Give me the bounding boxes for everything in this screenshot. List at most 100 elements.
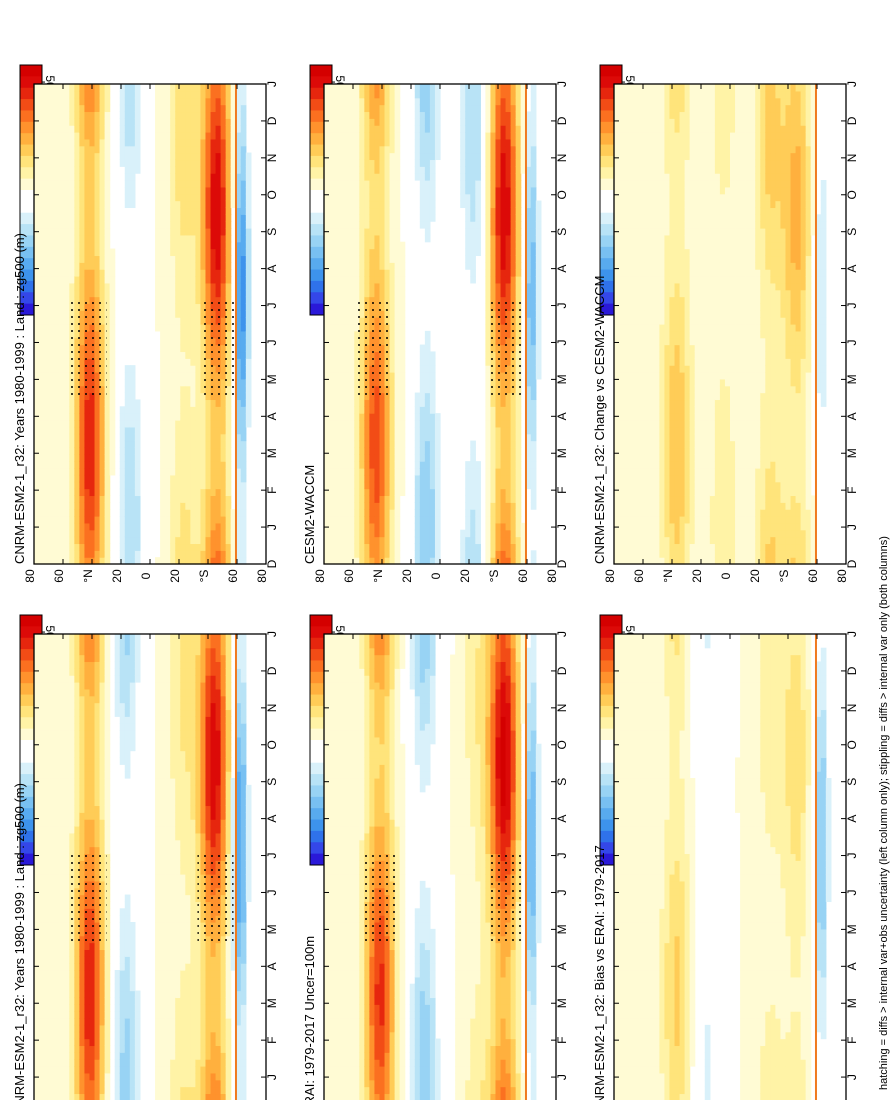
heatmap-cell: [59, 688, 65, 697]
colorbar-segment: [310, 280, 332, 293]
heatmap-cell: [79, 474, 86, 483]
heatmap-cell: [220, 736, 227, 745]
heatmap-cell: [220, 743, 227, 752]
heatmap-cell: [205, 125, 212, 133]
heatmap-cell: [54, 481, 60, 490]
heatmap-cell: [235, 874, 242, 882]
heatmap-cell: [104, 529, 111, 538]
heatmap-cell: [205, 963, 212, 971]
heatmap-cell: [210, 221, 217, 229]
heatmap-cell: [190, 949, 196, 957]
heatmap-cell: [155, 296, 161, 305]
colorbar-segment: [310, 694, 332, 707]
heatmap-cell: [79, 1059, 86, 1067]
heatmap-cell: [180, 358, 186, 366]
heatmap-cell: [54, 413, 60, 421]
heatmap-cell: [79, 159, 86, 167]
heatmap-cell: [84, 716, 91, 724]
heatmap-cell: [205, 757, 212, 765]
heatmap-cell: [180, 860, 186, 868]
heatmap-cell: [175, 887, 181, 896]
heatmap-cell: [69, 433, 75, 442]
heatmap-cell: [165, 846, 171, 855]
heatmap-cell: [225, 440, 232, 449]
heatmap-cell: [215, 200, 222, 209]
heatmap-cell: [54, 488, 60, 497]
heatmap-cell: [49, 922, 55, 930]
heatmap-cell: [180, 248, 186, 257]
heatmap-cell: [64, 798, 70, 807]
heatmap-cell: [104, 860, 111, 868]
heatmap-cell: [54, 111, 60, 119]
heatmap-cell: [109, 282, 116, 291]
heatmap-cell: [134, 420, 141, 428]
heatmap-cell: [165, 1011, 171, 1019]
colorbar-segment: [20, 87, 42, 100]
heatmap-cell: [185, 688, 191, 697]
heatmap-cell: [175, 550, 181, 558]
heatmap-cell: [195, 1004, 202, 1012]
heatmap-cell: [160, 454, 166, 462]
heatmap-cell: [49, 516, 55, 524]
heatmap-cell: [49, 860, 55, 868]
heatmap-cell: [180, 468, 186, 476]
heatmap-cell: [175, 413, 181, 421]
heatmap-cell: [54, 550, 60, 558]
heatmap-cell: [34, 173, 40, 181]
heatmap-cell: [200, 949, 207, 957]
heatmap-cell: [200, 180, 207, 188]
heatmap-cell: [99, 682, 106, 690]
heatmap-cell: [190, 654, 196, 663]
heatmap-cell: [195, 976, 202, 985]
heatmap-cell: [235, 743, 242, 752]
heatmap-cell: [175, 922, 181, 930]
heatmap-cell: [84, 997, 91, 1005]
heatmap-cell: [220, 716, 227, 724]
heatmap-cell: [190, 1011, 196, 1019]
heatmap-cell: [34, 378, 40, 387]
heatmap-cell: [180, 1086, 186, 1095]
heatmap-cell: [104, 152, 111, 161]
heatmap-cell: [39, 819, 45, 827]
heatmap-cell: [64, 997, 70, 1005]
heatmap-cell: [84, 262, 91, 270]
heatmap-cell: [129, 1024, 136, 1033]
heatmap-cell: [79, 193, 86, 202]
heatmap-cell: [59, 372, 65, 380]
heatmap-cell: [215, 529, 222, 538]
heatmap-cell: [225, 970, 232, 978]
heatmap-cell: [134, 1072, 141, 1081]
heatmap-cell: [180, 200, 186, 209]
heatmap-cell: [69, 832, 75, 841]
heatmap-cell: [104, 688, 111, 697]
heatmap-cell: [79, 764, 86, 772]
heatmap-cell: [64, 426, 70, 435]
heatmap-cell: [84, 474, 91, 483]
heatmap-cell: [200, 750, 207, 759]
heatmap-cell: [39, 351, 45, 359]
heatmap-cell: [69, 207, 75, 215]
heatmap-cell: [240, 956, 247, 964]
heatmap-cell: [165, 303, 171, 311]
heatmap-cell: [69, 1059, 75, 1067]
heatmap-cell: [185, 874, 191, 882]
heatmap-cell: [160, 702, 166, 711]
heatmap-cell: [200, 145, 207, 154]
heatmap-cell: [170, 536, 176, 545]
heatmap-cell: [175, 303, 181, 311]
heatmap-cell: [180, 234, 186, 243]
heatmap-cell: [34, 901, 40, 909]
heatmap-cell: [175, 860, 181, 868]
heatmap-cell: [34, 461, 40, 469]
heatmap-cell: [155, 1038, 161, 1047]
heatmap-cell: [235, 1052, 242, 1060]
heatmap-cell: [220, 695, 227, 704]
heatmap-cell: [44, 826, 50, 834]
heatmap-cell: [59, 228, 65, 236]
heatmap-cell: [44, 269, 50, 277]
heatmap-cell: [104, 1045, 111, 1053]
heatmap-cell: [200, 454, 207, 462]
heatmap-cell: [94, 702, 101, 711]
heatmap-cell: [175, 778, 181, 786]
heatmap-cell: [185, 791, 191, 800]
